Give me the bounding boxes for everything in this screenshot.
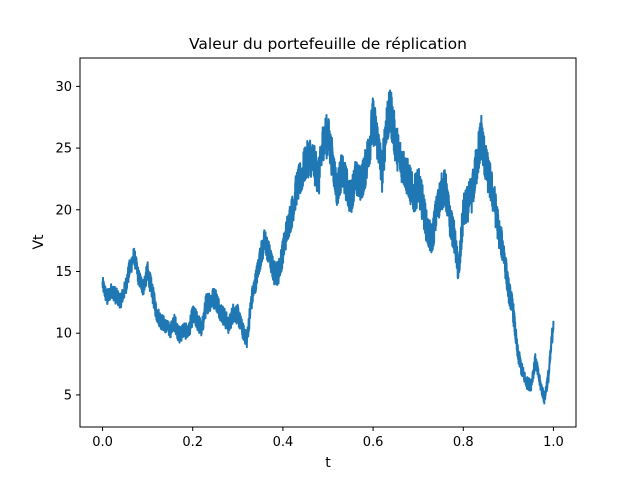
x-tick-label: 1.0 [543,435,564,450]
y-tick-label: 5 [64,388,72,403]
y-tick-label: 10 [55,327,72,342]
x-tick-label: 0.4 [273,435,294,450]
x-tick-label: 0.8 [453,435,474,450]
x-axis-label: t [325,455,331,471]
chart-title: Valeur du portefeuille de réplication [189,35,467,53]
x-axis: 0.0 0.2 0.4 0.6 0.8 1.0 [92,427,564,450]
y-tick-label: 30 [55,80,72,95]
y-tick-label: 20 [55,203,72,218]
x-tick-label: 0.2 [182,435,203,450]
axes-frame [79,57,577,428]
y-axis-label: Vt [31,234,47,250]
x-tick-label: 0.6 [363,435,384,450]
series-group [101,89,555,405]
series-line [101,89,555,405]
y-tick-label: 25 [55,142,72,157]
x-tick-label: 0.0 [92,435,113,450]
y-tick-label: 15 [55,265,72,280]
y-axis: 5 10 15 20 25 30 [55,80,80,403]
